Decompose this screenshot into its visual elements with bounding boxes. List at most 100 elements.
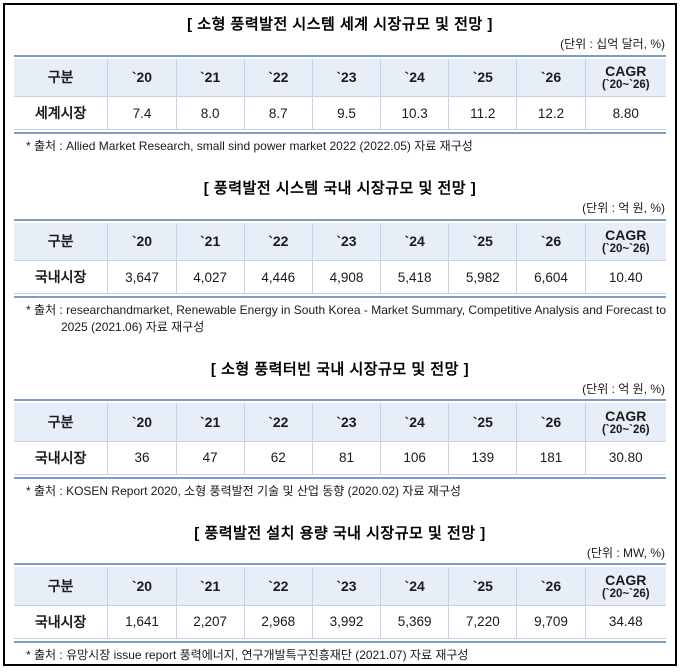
header-cell-category: 구분 (14, 567, 108, 606)
data-row: 국내시장 1,641 2,207 2,968 3,992 5,369 7,220… (14, 605, 666, 639)
header-cell-year-23: `23 (311, 58, 381, 98)
data-cell: 10.3 (380, 96, 449, 130)
header-cell-year-21: `21 (175, 222, 245, 262)
source-note: * 출처 : researchandmarket, Renewable Ener… (26, 303, 666, 334)
source-note: * 출처 : Allied Market Research, small sin… (26, 139, 473, 154)
market-table: 구분 `20 `21 `22 `23 `24 `25 `26 CAGR (`20… (14, 218, 666, 299)
data-cell: 5,418 (380, 260, 449, 294)
market-table: 구분 `20 `21 `22 `23 `24 `25 `26 CAGR (`20… (14, 563, 666, 643)
data-cell-cagr: 8.80 (584, 96, 666, 130)
data-cell: 7.4 (107, 96, 177, 130)
header-cell-cagr: CAGR (`20~`26) (584, 58, 666, 98)
document-page: [ 소형 풍력발전 시스템 세계 시장규모 및 전망 ] (단위 : 십억 달러… (3, 3, 677, 666)
data-cell: 3,992 (311, 605, 381, 639)
unit-note: (단위 : 억 원, %) (582, 381, 665, 396)
unit-note: (단위 : 억 원, %) (582, 201, 665, 216)
data-cell: 9,709 (516, 605, 586, 639)
header-cell-year-20: `20 (107, 222, 177, 262)
header-cell-year-22: `22 (243, 567, 313, 606)
header-row: 구분 `20 `21 `22 `23 `24 `25 `26 CAGR (`20… (14, 222, 666, 262)
row-label: 국내시장 (34, 613, 87, 630)
data-cell: 4,027 (175, 260, 245, 294)
data-cell: 8.0 (175, 96, 245, 130)
header-cell-category: 구분 (14, 222, 108, 262)
table-section-domestic-small-turbine: [ 소형 풍력터빈 국내 시장규모 및 전망 ] (단위 : 억 원, %) 구… (14, 360, 666, 500)
data-cell: 6,604 (516, 260, 586, 294)
data-cell-cagr: 10.40 (584, 260, 666, 294)
data-cell-cagr: 34.48 (584, 605, 666, 639)
header-cell-cagr: CAGR (`20~`26) (584, 403, 666, 442)
header-cell-year-25: `25 (448, 58, 517, 98)
data-cell: 5,982 (448, 260, 517, 294)
row-label: 국내시장 (34, 449, 87, 466)
header-cell-cagr: CAGR (`20~`26) (584, 222, 666, 262)
data-cell: 9.5 (311, 96, 381, 130)
header-cell-year-26: `26 (516, 222, 586, 262)
unit-note: (단위 : MW, %) (586, 545, 665, 560)
header-cell-year-20: `20 (107, 58, 177, 98)
data-cell: 139 (448, 441, 517, 475)
cagr-label: CAGR (605, 227, 647, 243)
header-cell-year-20: `20 (107, 567, 177, 606)
data-cell: 106 (380, 441, 449, 475)
header-cell-year-22: `22 (243, 403, 313, 442)
header-cell-year-26: `26 (516, 567, 586, 606)
data-cell: 2,207 (175, 605, 245, 639)
header-cell-year-22: `22 (243, 222, 313, 262)
cagr-label: CAGR (605, 571, 647, 588)
row-label: 세계시장 (34, 105, 87, 122)
header-cell-year-25: `25 (448, 567, 517, 606)
data-cell: 4,446 (243, 260, 313, 294)
header-row: 구분 `20 `21 `22 `23 `24 `25 `26 CAGR (`20… (14, 403, 666, 442)
data-row: 국내시장 3,647 4,027 4,446 4,908 5,418 5,982… (14, 260, 666, 294)
data-cell: 3,647 (107, 260, 177, 294)
data-cell: 12.2 (516, 96, 586, 130)
data-cell: 8.7 (243, 96, 313, 130)
table-title: [ 풍력발전 시스템 국내 시장규모 및 전망 ] (203, 179, 477, 197)
header-cell-category: 구분 (14, 58, 108, 98)
cagr-label: CAGR (605, 63, 647, 80)
header-cell-year-26: `26 (516, 403, 586, 442)
cagr-range: (`20~`26) (601, 243, 650, 255)
data-cell: 1,641 (107, 605, 177, 639)
data-cell: 181 (516, 441, 586, 475)
header-cell-category: 구분 (14, 403, 108, 442)
table-section-domestic-wind-system: [ 풍력발전 시스템 국내 시장규모 및 전망 ] (단위 : 억 원, %) … (14, 179, 666, 336)
header-cell-year-25: `25 (448, 403, 517, 442)
cagr-range: (`20~`26) (601, 79, 650, 92)
data-cell: 2,968 (243, 605, 313, 639)
header-cell-year-21: `21 (175, 58, 245, 98)
data-cell: 81 (311, 441, 381, 475)
data-cell-cagr: 30.80 (584, 441, 666, 475)
table-title: [ 소형 풍력터빈 국내 시장규모 및 전망 ] (210, 360, 470, 378)
header-cell-year-24: `24 (380, 222, 449, 262)
source-note: * 출처 : 유망시장 issue report 풍력에너지, 연구개발특구진흥… (26, 647, 469, 662)
unit-note: (단위 : 십억 달러, %) (560, 37, 665, 52)
data-cell: 5,369 (380, 605, 449, 639)
header-cell-year-21: `21 (175, 567, 245, 606)
table-section-world-small-wind: [ 소형 풍력발전 시스템 세계 시장규모 및 전망 ] (단위 : 십억 달러… (14, 15, 666, 155)
table-title: [ 소형 풍력발전 시스템 세계 시장규모 및 전망 ] (187, 16, 493, 33)
header-cell-year-23: `23 (311, 567, 381, 606)
header-cell-year-23: `23 (311, 222, 381, 262)
data-cell: 7,220 (448, 605, 517, 639)
cagr-range: (`20~`26) (601, 423, 650, 436)
cagr-label: CAGR (605, 407, 647, 424)
data-cell: 47 (175, 441, 245, 475)
header-cell-year-22: `22 (243, 58, 313, 98)
data-row: 국내시장 36 47 62 81 106 139 181 30.80 (14, 441, 666, 475)
market-table: 구분 `20 `21 `22 `23 `24 `25 `26 CAGR (`20… (14, 399, 666, 479)
header-cell-year-24: `24 (380, 58, 449, 98)
table-section-installed-capacity: [ 풍력발전 설치 용량 국내 시장규모 및 전망 ] (단위 : MW, %)… (14, 524, 666, 664)
table-title: [ 풍력발전 설치 용량 국내 시장규모 및 전망 ] (194, 524, 486, 542)
header-row: 구분 `20 `21 `22 `23 `24 `25 `26 CAGR (`20… (14, 58, 666, 98)
header-cell-cagr: CAGR (`20~`26) (584, 567, 666, 606)
data-cell: 4,908 (311, 260, 381, 294)
header-cell-year-20: `20 (107, 403, 177, 442)
source-note: * 출처 : KOSEN Report 2020, 소형 풍력발전 기술 및 산… (26, 483, 461, 498)
header-cell-year-21: `21 (175, 403, 245, 442)
header-row: 구분 `20 `21 `22 `23 `24 `25 `26 CAGR (`20… (14, 567, 666, 606)
header-cell-year-26: `26 (516, 58, 586, 98)
cagr-range: (`20~`26) (601, 587, 650, 600)
row-label: 국내시장 (34, 269, 87, 286)
